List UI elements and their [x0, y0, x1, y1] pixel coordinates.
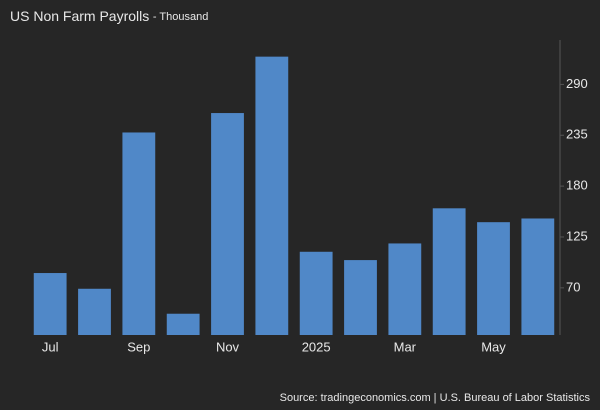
- y-tick-label: 70: [566, 279, 580, 294]
- bar: [388, 243, 422, 335]
- title: US Non Farm Payrolls: [10, 8, 149, 24]
- y-tick-label: 290: [566, 76, 588, 91]
- y-tick-label: 235: [566, 127, 588, 142]
- x-tick-label: Jul: [42, 339, 59, 354]
- bar: [78, 288, 111, 335]
- bar: [255, 56, 289, 336]
- x-tick-label: Nov: [216, 339, 240, 354]
- bar: [432, 208, 466, 335]
- bar: [344, 260, 377, 335]
- x-tick-label: May: [481, 339, 506, 354]
- bar: [477, 222, 510, 335]
- x-tick-label: Mar: [394, 339, 417, 354]
- bar: [211, 113, 244, 335]
- chart-title: US Non Farm Payrolls - Thousand: [10, 8, 208, 24]
- subtitle: - Thousand: [153, 11, 208, 23]
- y-tick-label: 125: [566, 228, 588, 243]
- bar: [122, 132, 156, 335]
- x-tick-label: 2025: [302, 339, 331, 354]
- x-tick-label: Sep: [127, 339, 150, 354]
- source: Source: tradingeconomics.com | U.S. Bure…: [280, 392, 591, 404]
- y-tick-label: 180: [566, 178, 588, 193]
- bar: [33, 273, 67, 335]
- bar: [521, 218, 555, 335]
- bar: [166, 313, 200, 335]
- bar: [299, 251, 333, 335]
